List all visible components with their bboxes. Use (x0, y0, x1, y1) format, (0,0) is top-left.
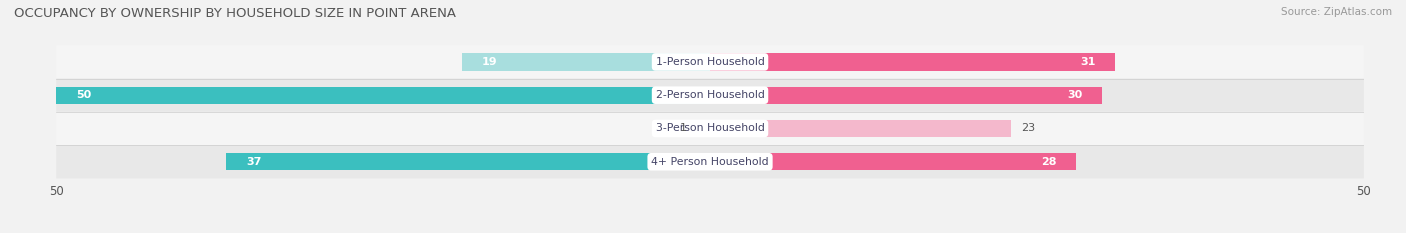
Text: 23: 23 (1021, 123, 1035, 134)
Text: 28: 28 (1040, 157, 1056, 167)
Text: 19: 19 (481, 57, 496, 67)
Bar (697, 120, 710, 137)
Bar (710, 153, 1076, 170)
Bar (710, 53, 1115, 71)
Bar (710, 120, 1011, 137)
Bar (226, 153, 710, 170)
Text: 30: 30 (1067, 90, 1083, 100)
Bar (710, 86, 1102, 104)
FancyBboxPatch shape (56, 45, 1364, 79)
Text: 31: 31 (1080, 57, 1095, 67)
FancyBboxPatch shape (56, 145, 1364, 178)
Bar (461, 53, 710, 71)
Text: OCCUPANCY BY OWNERSHIP BY HOUSEHOLD SIZE IN POINT ARENA: OCCUPANCY BY OWNERSHIP BY HOUSEHOLD SIZE… (14, 7, 456, 20)
Text: 1-Person Household: 1-Person Household (655, 57, 765, 67)
FancyBboxPatch shape (56, 112, 1364, 145)
Text: 4+ Person Household: 4+ Person Household (651, 157, 769, 167)
FancyBboxPatch shape (56, 79, 1364, 112)
Text: 2-Person Household: 2-Person Household (655, 90, 765, 100)
Text: 1: 1 (679, 123, 686, 134)
Bar (56, 86, 710, 104)
Text: 50: 50 (76, 90, 91, 100)
Text: 37: 37 (246, 157, 262, 167)
Text: Source: ZipAtlas.com: Source: ZipAtlas.com (1281, 7, 1392, 17)
Text: 3-Person Household: 3-Person Household (655, 123, 765, 134)
